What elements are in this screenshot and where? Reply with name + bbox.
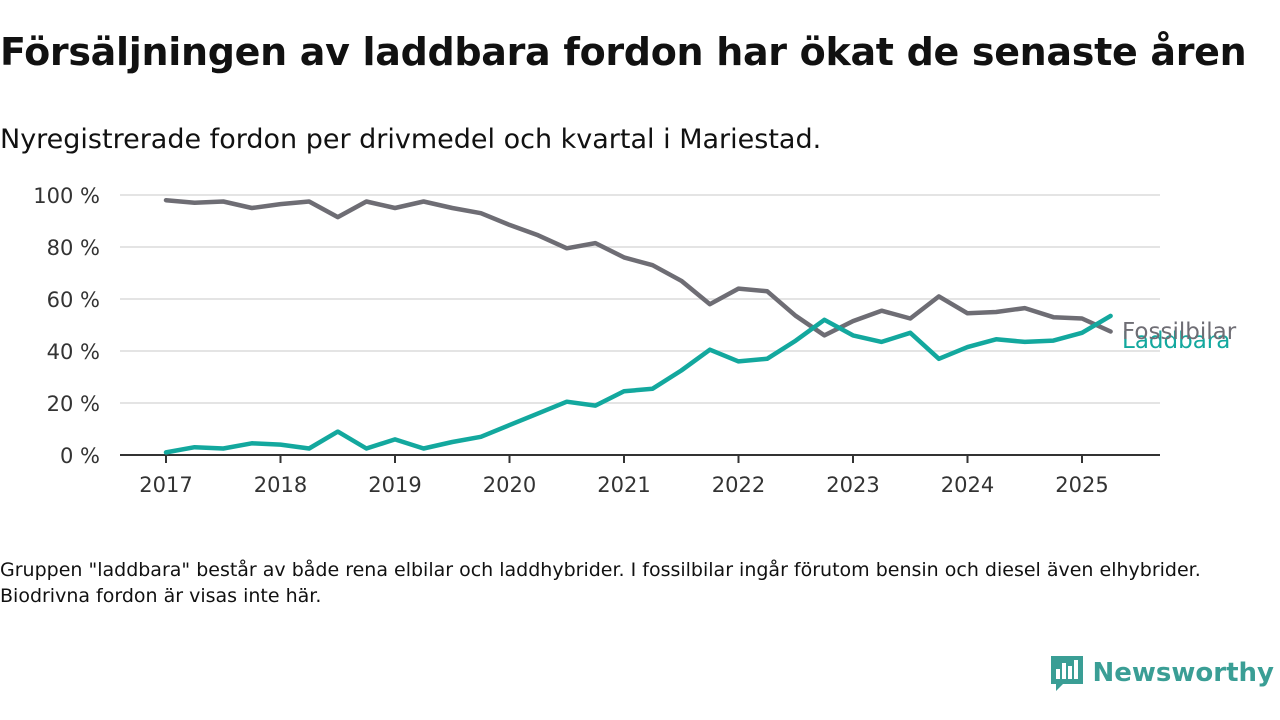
chart-subtitle: Nyregistrerade fordon per drivmedel och … [0, 124, 822, 155]
x-tick-label: 2024 [941, 473, 994, 497]
series-line-laddbara [163, 313, 1113, 455]
line-chart: 0 % 20 % 40 % 60 % 80 % 100 % 2017 2018 2019 202… [33, 184, 1237, 497]
y-tick-label: 0 % [60, 444, 100, 468]
x-tick-label: 2022 [712, 473, 765, 497]
series-label-fossilbilar: Fossilbilar [1122, 319, 1237, 345]
x-axis-ticks: 2017 2018 2019 2020 2021 2022 2023 2024 2025 [139, 455, 1109, 497]
x-tick-label: 2025 [1055, 473, 1108, 497]
x-tick-label: 2019 [368, 473, 421, 497]
footnote: Gruppen "laddbara" består av både rena e… [0, 559, 1201, 607]
newsworthy-logo-icon [1050, 656, 1083, 691]
brand-name: Newsworthy [1092, 658, 1274, 688]
y-tick-label: 100 % [33, 184, 100, 208]
x-tick-label: 2020 [483, 473, 536, 497]
brand-logo[interactable]: Newsworthy [1049, 654, 1274, 692]
chart-title: Försäljningen av laddbara fordon har öka… [0, 30, 1247, 74]
series-lines [163, 197, 1113, 455]
x-tick-label: 2023 [826, 473, 879, 497]
y-tick-label: 20 % [47, 392, 100, 416]
series-label-laddbara: Laddbara [1122, 328, 1230, 354]
x-tick-label: 2017 [139, 473, 192, 497]
y-axis-ticks: 0 % 20 % 40 % 60 % 80 % 100 % [33, 184, 100, 468]
y-tick-label: 40 % [47, 340, 100, 364]
x-tick-label: 2018 [254, 473, 307, 497]
y-tick-label: 80 % [47, 236, 100, 260]
x-tick-label: 2021 [597, 473, 650, 497]
grid-lines [120, 194, 1160, 456]
y-tick-label: 60 % [47, 288, 100, 312]
series-line-fossilbilar [163, 197, 1113, 338]
